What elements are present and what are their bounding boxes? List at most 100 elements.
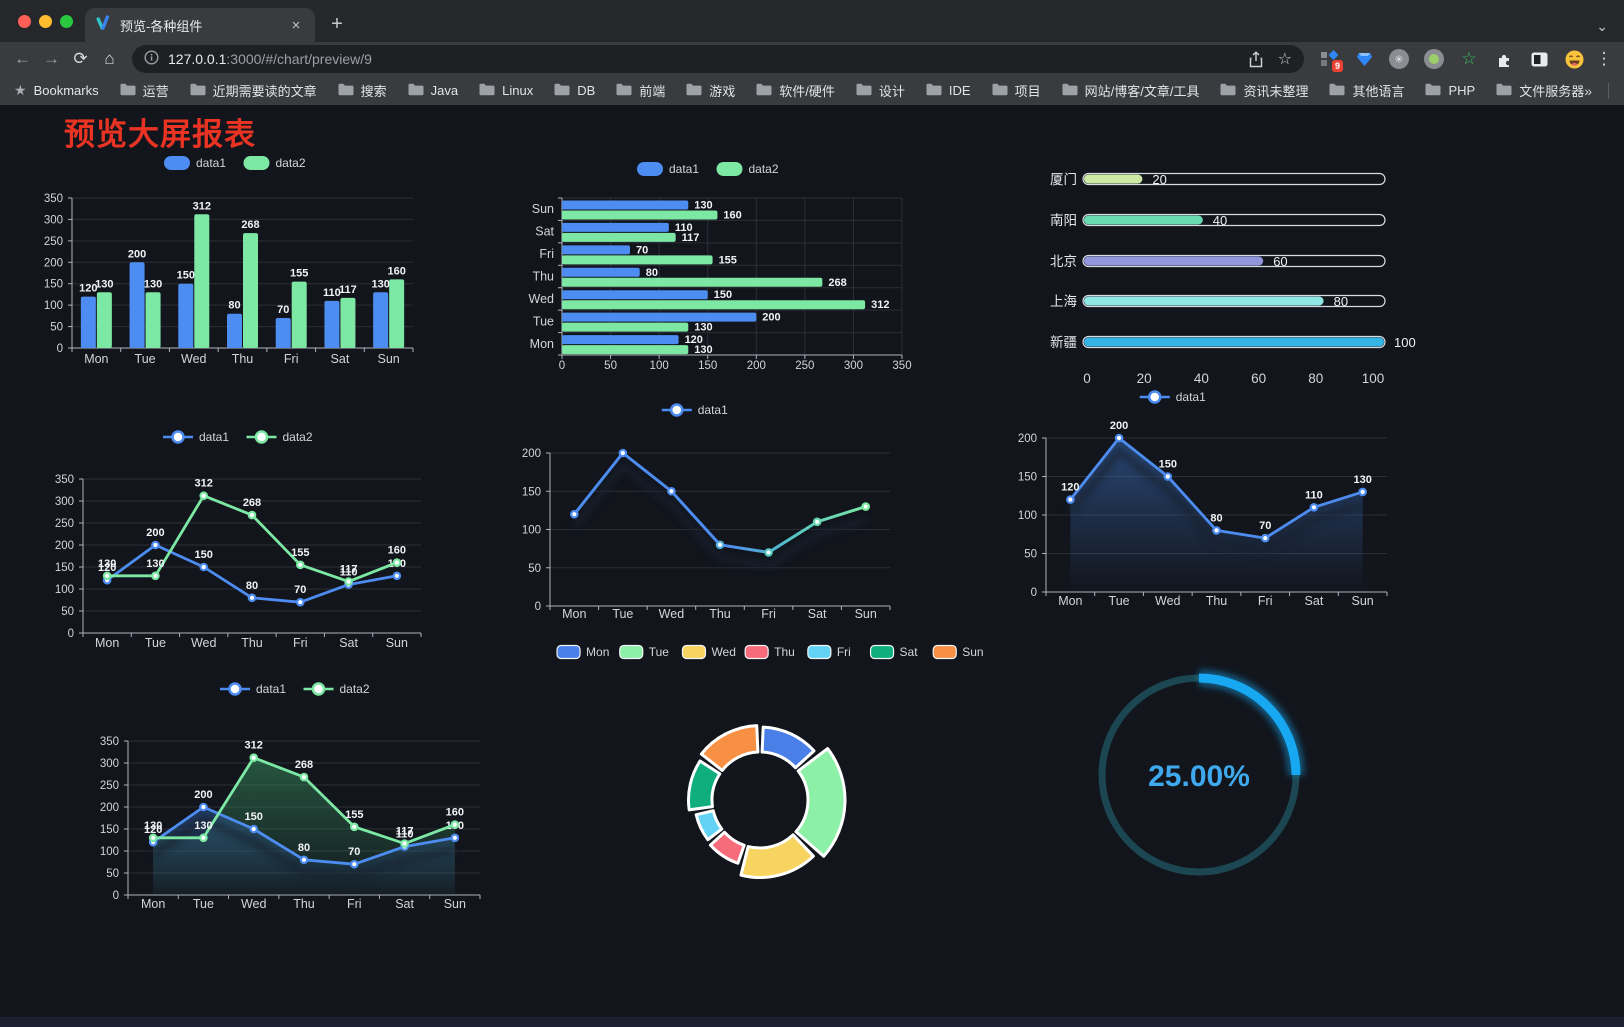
- bookmark-folder[interactable]: 设计: [856, 81, 905, 100]
- extension-gem-icon[interactable]: [1353, 48, 1375, 70]
- svg-text:250: 250: [795, 360, 814, 372]
- svg-text:200: 200: [1110, 420, 1128, 432]
- svg-text:70: 70: [294, 584, 306, 596]
- bookmark-folder[interactable]: 项目: [992, 81, 1041, 100]
- svg-text:268: 268: [828, 277, 846, 289]
- folder-icon: [1425, 83, 1441, 99]
- svg-text:268: 268: [243, 497, 261, 509]
- tab-close-icon[interactable]: ×: [291, 16, 301, 34]
- extension-emoji-icon[interactable]: [1563, 48, 1585, 70]
- tab-search-chevron-icon[interactable]: ⌄: [1596, 18, 1608, 34]
- svg-text:Sun: Sun: [378, 352, 400, 366]
- extension-record-icon[interactable]: [1423, 48, 1445, 70]
- bookmark-folder[interactable]: 近期需要读的文章: [190, 81, 317, 100]
- svg-text:350: 350: [892, 360, 911, 372]
- bookmark-folder[interactable]: 搜索: [338, 81, 387, 100]
- svg-text:130: 130: [144, 278, 162, 290]
- bookmark-folder[interactable]: Java: [408, 83, 458, 99]
- bookmarks-manager[interactable]: ★ Bookmarks: [14, 82, 99, 98]
- svg-text:Sat: Sat: [808, 607, 827, 621]
- zoom-window-button[interactable]: [60, 15, 73, 28]
- svg-text:130: 130: [694, 322, 712, 334]
- dashboard-page: 预览大屏报表 data1 data2 0 50 100 150 200 250 300 350 Mo…: [0, 105, 1624, 1017]
- bookmark-folder[interactable]: 运营: [120, 81, 169, 100]
- svg-text:300: 300: [844, 360, 863, 372]
- bookmark-folder[interactable]: 资讯未整理: [1220, 81, 1308, 100]
- browser-menu-icon[interactable]: ⋮: [1595, 49, 1613, 68]
- svg-text:0: 0: [535, 601, 541, 613]
- bookmark-folder[interactable]: 游戏: [686, 81, 735, 100]
- svg-text:155: 155: [345, 809, 363, 821]
- bookmark-folder[interactable]: PHP: [1425, 83, 1475, 99]
- svg-text:data2: data2: [340, 682, 370, 696]
- svg-text:120: 120: [1061, 482, 1079, 494]
- svg-text:data2: data2: [283, 430, 313, 444]
- svg-text:200: 200: [100, 802, 119, 814]
- forward-button[interactable]: →: [43, 49, 60, 68]
- svg-text:200: 200: [747, 360, 766, 372]
- bookmark-folder[interactable]: DB: [554, 83, 595, 99]
- folder-icon: [616, 83, 632, 99]
- bookmark-folder[interactable]: 网站/博客/文章/工具: [1062, 81, 1199, 100]
- folder-icon: [408, 83, 424, 99]
- svg-text:Fri: Fri: [539, 247, 554, 261]
- address-bar[interactable]: 127.0.0.1:3000/#/chart/preview/9 ☆: [132, 45, 1304, 73]
- svg-text:200: 200: [762, 312, 780, 324]
- svg-text:Sat: Sat: [395, 897, 414, 911]
- back-button[interactable]: ←: [14, 49, 31, 68]
- folder-icon: [856, 83, 872, 99]
- folder-icon: [1329, 83, 1345, 99]
- svg-text:Wed: Wed: [659, 607, 685, 621]
- tab-title: 预览-各种组件: [120, 18, 203, 34]
- reload-button[interactable]: ⟳: [73, 49, 88, 68]
- folder-icon: [554, 83, 570, 99]
- extension-snowflake-icon[interactable]: ✳: [1388, 48, 1410, 70]
- svg-text:150: 150: [55, 562, 74, 574]
- bookmark-folder[interactable]: 软件/硬件: [756, 81, 835, 100]
- svg-text:0: 0: [113, 890, 119, 902]
- folder-icon: [120, 83, 136, 99]
- svg-text:200: 200: [44, 257, 63, 269]
- svg-text:Tue: Tue: [612, 607, 633, 621]
- bookmark-folder[interactable]: 其他语言: [1329, 81, 1404, 100]
- svg-text:130: 130: [95, 278, 113, 290]
- svg-text:268: 268: [295, 759, 313, 771]
- svg-text:Fri: Fri: [284, 352, 299, 366]
- svg-text:130: 130: [98, 558, 116, 570]
- svg-text:150: 150: [1159, 459, 1177, 471]
- svg-text:Sat: Sat: [535, 225, 554, 239]
- svg-text:350: 350: [55, 474, 74, 486]
- svg-text:150: 150: [177, 270, 195, 282]
- svg-text:60: 60: [1251, 371, 1266, 386]
- svg-text:155: 155: [291, 547, 309, 559]
- svg-text:Mon: Mon: [84, 352, 108, 366]
- extension-sidepanel-icon[interactable]: [1528, 48, 1550, 70]
- svg-text:Sun: Sun: [1352, 594, 1374, 608]
- svg-text:110: 110: [1305, 489, 1323, 501]
- new-tab-button[interactable]: +: [331, 13, 343, 35]
- svg-text:100: 100: [55, 584, 74, 596]
- svg-text:Thu: Thu: [232, 352, 254, 366]
- bookmarks-overflow-chevron[interactable]: »: [1584, 82, 1593, 99]
- svg-text:50: 50: [106, 868, 119, 880]
- extension-workspaces-icon[interactable]: 9: [1318, 48, 1343, 72]
- svg-text:70: 70: [348, 846, 360, 858]
- home-button[interactable]: ⌂: [104, 49, 115, 68]
- svg-text:120: 120: [98, 562, 116, 574]
- svg-text:data1: data1: [669, 162, 699, 176]
- svg-text:110: 110: [396, 829, 414, 841]
- minimize-window-button[interactable]: [39, 15, 52, 28]
- site-info-icon[interactable]: [144, 50, 159, 68]
- svg-text:70: 70: [636, 244, 648, 256]
- bookmark-star-icon[interactable]: ☆: [1277, 51, 1292, 68]
- browser-tab[interactable]: 预览-各种组件 ×: [85, 8, 315, 42]
- close-window-button[interactable]: [18, 15, 31, 28]
- extension-puzzle-icon[interactable]: [1493, 48, 1515, 70]
- bookmark-folder[interactable]: 前端: [616, 81, 665, 100]
- extension-star-icon[interactable]: ☆: [1461, 49, 1477, 68]
- bookmark-folder[interactable]: Linux: [479, 83, 533, 99]
- bookmark-folder[interactable]: IDE: [926, 83, 971, 99]
- share-icon[interactable]: [1248, 50, 1264, 68]
- svg-text:Mon: Mon: [1058, 594, 1082, 608]
- bookmark-folder[interactable]: 文件服务器: [1496, 81, 1584, 100]
